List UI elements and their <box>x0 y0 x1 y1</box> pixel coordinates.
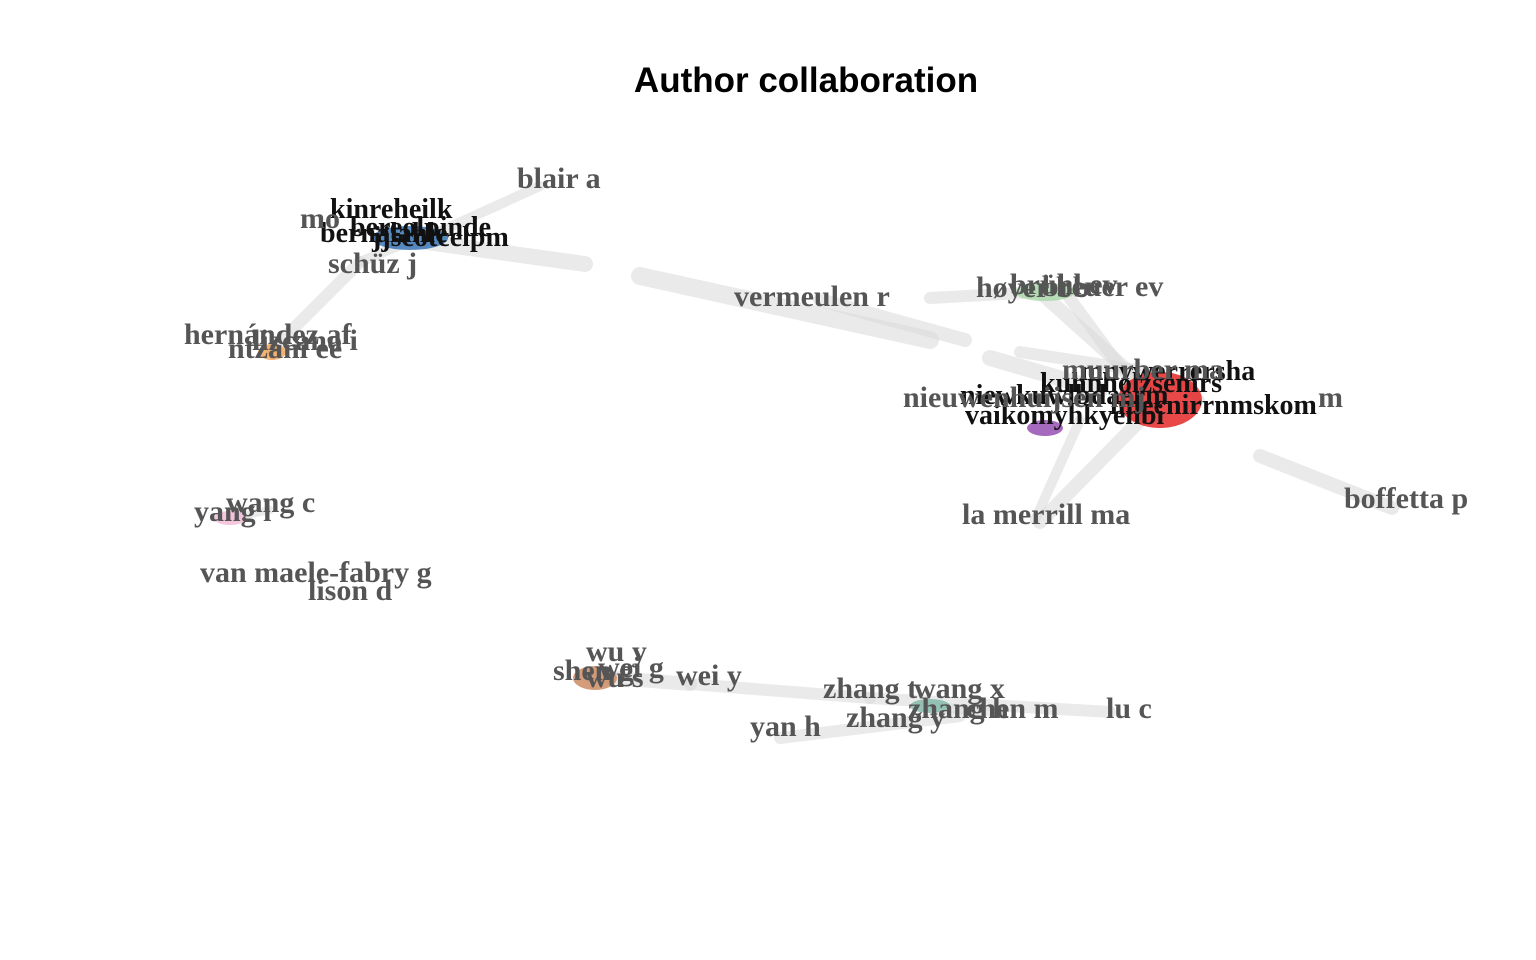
node-label-la-merrill-ma[interactable]: la merrill ma <box>962 498 1130 531</box>
node-label-blair-a[interactable]: blair a <box>517 162 601 195</box>
node-label-wei-g[interactable]: wei g <box>598 651 664 684</box>
edge-5 <box>631 267 939 349</box>
node-label-lison-d[interactable]: lison d <box>308 574 393 607</box>
node-label-yan-h[interactable]: yan h <box>750 710 821 743</box>
node-label-schuz-j[interactable]: schüz j <box>328 247 417 280</box>
node-label-zhang-h[interactable]: zhang h <box>908 692 1009 725</box>
node-label-cluster-red-right[interactable]: m <box>1318 381 1343 414</box>
node-cluster-brown[interactable] <box>573 666 617 690</box>
node-cluster-orange[interactable] <box>258 344 286 360</box>
edge-14 <box>1253 449 1399 515</box>
node-label-chen-m[interactable]: chen m <box>966 692 1059 725</box>
dense-label-red-3: mnywerrersha <box>1080 356 1255 387</box>
edge-13 <box>1030 415 1085 525</box>
node-label-wu-y[interactable]: wu y <box>586 635 647 668</box>
node-label-wei-y[interactable]: wei y <box>676 659 742 692</box>
edge-10 <box>982 350 1108 398</box>
edge-1 <box>425 181 545 241</box>
node-cluster-blue[interactable] <box>372 226 448 250</box>
node-label-van-maele-fabry-g[interactable]: van maele-fabry g <box>200 556 432 589</box>
node-cluster-green[interactable] <box>1015 283 1075 301</box>
node-label-boffetta-p[interactable]: boffetta p <box>1344 482 1468 515</box>
edge-3 <box>266 256 366 356</box>
dense-label-red-4: lmecnirrnmskom <box>1110 390 1317 421</box>
node-label-vermeulen-r[interactable]: vermeulen r <box>734 280 890 313</box>
dense-label-red-1: kuhnholzsemrs <box>1040 368 1222 399</box>
node-cluster-red[interactable] <box>1118 372 1202 428</box>
node-label-hoyer-bb[interactable]: høyer bb <box>976 271 1090 304</box>
node-label-lu-c[interactable]: lu c <box>1106 692 1152 725</box>
edge-19 <box>774 710 966 744</box>
node-label-ntzani-ee[interactable]: ntzani ee <box>228 332 342 365</box>
node-label-yang-l[interactable]: yang l <box>194 495 272 528</box>
node-label-cluster-red-top[interactable]: muurber ma <box>1062 353 1224 386</box>
node-cluster-purple[interactable] <box>1027 420 1063 436</box>
dense-label-blue-0: kinreheilk <box>330 194 453 225</box>
edge-18 <box>864 692 1116 718</box>
node-label-zhang-y[interactable]: zhang y <box>846 701 945 734</box>
edge-6 <box>813 293 972 347</box>
dense-label-blue-3: jjscotcelpm <box>371 222 509 253</box>
node-labels-layer: blair a schüz j hernández af lizcano i n… <box>184 162 1468 743</box>
node-label-cluster-red-visible[interactable]: nieuwenhuijsen mj <box>903 381 1146 414</box>
node-label-breuer-ev[interactable]: breuer ev <box>1042 270 1163 303</box>
edges-layer <box>228 181 1399 744</box>
node-label-wu-s[interactable]: wu s <box>586 661 644 694</box>
dense-label-red-2: vaikomyhkyenbi <box>965 400 1164 431</box>
node-label-hernandez-af[interactable]: hernández af <box>184 318 353 351</box>
node-cluster-teal[interactable] <box>910 699 950 713</box>
node-label-lizcano-i[interactable]: lizcano i <box>252 324 358 357</box>
edge-17 <box>684 678 876 704</box>
node-cluster-pink[interactable] <box>214 511 246 525</box>
nodes-layer <box>214 226 1202 713</box>
node-label-wang-x[interactable]: wang x <box>914 672 1005 705</box>
node-label-bruhl-ev[interactable]: brühl ev <box>1010 268 1118 301</box>
dense-label-blue-1: bernalahle <box>320 218 448 249</box>
node-label-shen-g[interactable]: shen g <box>553 654 634 687</box>
edge-11 <box>1014 346 1156 378</box>
node-label-cluster-blue-left[interactable]: mo <box>300 202 340 235</box>
dense-labels-layer: kinreheilkbernalahlebereolpindejjscotcel… <box>320 194 1317 431</box>
dense-label-blue-2: bereolpinde <box>350 212 491 243</box>
dense-label-red-0: niewkuwlbdaerm <box>960 380 1168 411</box>
node-label-wang-c[interactable]: wang c <box>226 486 315 519</box>
chart-title: Author collaboration <box>634 61 978 100</box>
node-label-zhang-t[interactable]: zhang t <box>823 672 917 705</box>
